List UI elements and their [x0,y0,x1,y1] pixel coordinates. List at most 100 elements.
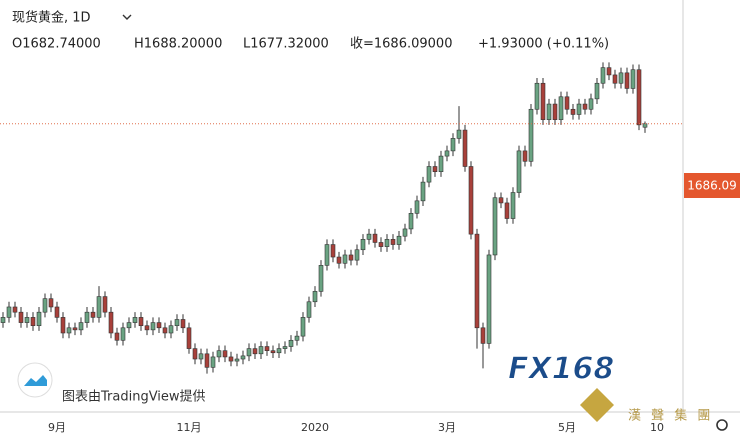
candle-body [84,311,90,323]
candle-body [594,82,600,100]
candle-body [210,356,216,368]
candle-body [264,346,270,351]
interval-chevron[interactable] [122,14,132,20]
candle-body [372,233,378,243]
candle-body [42,298,48,313]
settings-icon[interactable] [716,419,728,431]
fx168-logo: FX168 [508,352,614,387]
candle-body [72,327,78,331]
candle-body [30,317,36,327]
candle-body [138,317,144,327]
candle-body [36,311,42,327]
candle-body [300,317,306,337]
candle-body [180,319,186,329]
candle-body [120,327,126,341]
candle-body [474,233,480,329]
candle-body [414,200,420,214]
candle-body [360,239,366,251]
candle-body [204,353,210,368]
candle-body [348,254,354,261]
candle-body [216,350,222,358]
candle-body [378,242,384,247]
x-tick-label: 9月 [48,421,66,434]
attribution[interactable]: 图表由TradingView提供 [62,389,206,405]
candle-body [240,355,246,360]
candle-body [624,72,630,89]
candle-body [186,327,192,349]
candle-body [396,235,402,245]
candle-body [420,181,426,202]
candle-body [306,301,312,318]
candle-body [618,72,624,84]
candle-body [354,249,360,261]
candle-body [126,322,132,329]
chart-title: 现货黄金, 1D [12,10,91,26]
candle-body [498,197,504,204]
candle-body [282,346,288,349]
candle-body [318,265,324,292]
candle-body [516,150,522,193]
candle-body [0,317,6,323]
candle-body [528,108,534,162]
candle-body [222,350,228,358]
ohlc-change: +1.93000 (+0.11%) [478,37,609,52]
candle-body [522,150,528,162]
candle-body [330,244,336,258]
candle-body [552,103,558,120]
candle-body [492,197,498,256]
candle-body [432,166,438,173]
tv-logo-circle[interactable] [17,362,53,398]
candle-body [564,96,570,110]
candle-body [96,296,102,318]
candle-body [174,319,180,327]
candle-body [480,327,486,344]
x-tick-label: 10 [650,421,664,434]
candle-body [78,322,84,331]
candle-body [426,166,432,183]
candle-body [486,254,492,344]
candle-body [294,335,300,341]
candle-body [570,108,576,115]
candle-body [336,256,342,264]
ohlc-open: O1682.74000 [12,37,101,52]
candle-body [90,311,96,318]
candle-body [342,254,348,264]
candle-body [60,317,66,334]
candle-body [114,332,120,341]
watermark: 漢 聲 集 團 [628,408,713,424]
candle-body [450,138,456,152]
candle-body [606,67,612,76]
candle-body [312,291,318,303]
candle-body [270,350,276,354]
candle-body [168,325,174,334]
candle-body [102,296,108,313]
candle-body [408,213,414,230]
candle-body [468,166,474,235]
candle-body [510,192,516,219]
candle-body [384,239,390,247]
candle-body [144,325,150,331]
candle-body [504,202,510,219]
candle-body [66,327,72,334]
candle-body [108,311,114,334]
candle-body [390,239,396,245]
candle-body [576,103,582,115]
candle-body [246,348,252,357]
candle-body [558,96,564,120]
x-tick-label: 2020 [301,421,329,434]
candle-body [456,129,462,139]
candle-body [600,67,606,84]
x-tick-label: 5月 [558,421,576,434]
candle-body [132,317,138,323]
candle-body [546,103,552,120]
candle-body [276,348,282,354]
candle-body [54,306,60,318]
x-tick-label: 11月 [177,421,202,434]
candle-body [540,82,546,120]
candle-body [150,322,156,331]
candle-body [288,339,294,347]
candle-body [588,98,594,110]
candle-body [582,103,588,110]
candle-body [642,123,648,128]
